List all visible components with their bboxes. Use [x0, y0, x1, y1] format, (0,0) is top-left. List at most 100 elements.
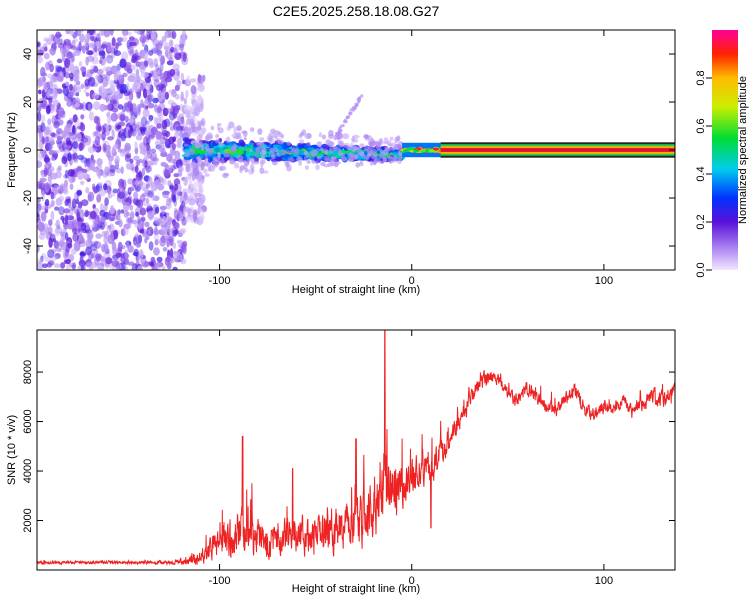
noise-blob	[38, 89, 42, 95]
noise-blob	[58, 206, 65, 216]
noise-blob	[104, 197, 109, 206]
noise-blob	[80, 83, 85, 90]
noise-blob	[182, 240, 188, 247]
noise-blob	[70, 45, 77, 51]
noise-blob	[113, 143, 119, 150]
halo-blob	[298, 161, 303, 166]
noise-blob	[77, 265, 82, 270]
noise-blob	[52, 99, 59, 107]
noise-blob	[152, 97, 159, 104]
noise-blob	[98, 87, 103, 94]
halo-blob	[383, 137, 389, 142]
noise-blob	[69, 30, 75, 36]
noise-blob	[111, 260, 119, 267]
halo-blob	[217, 151, 221, 158]
halo-blob	[388, 156, 394, 164]
halo-blob	[249, 157, 254, 162]
halo-blob	[244, 161, 250, 166]
noise-blob	[124, 115, 129, 123]
noise-blob	[128, 36, 135, 41]
noise-blob	[85, 158, 91, 167]
noise-blob	[124, 201, 131, 208]
noise-blob	[124, 144, 131, 153]
noise-blob	[166, 51, 172, 61]
noise-blob	[75, 84, 81, 90]
noise-blob	[93, 51, 99, 57]
halo-blob	[236, 155, 244, 162]
noise-blob	[127, 245, 134, 253]
halo-blob	[197, 174, 203, 181]
noise-blob	[139, 251, 143, 258]
noise-blob	[78, 41, 82, 50]
noise-blob	[64, 248, 69, 258]
noise-blob	[61, 83, 66, 89]
noise-blob	[101, 172, 109, 177]
noise-blob	[94, 135, 101, 146]
noise-blob	[65, 262, 71, 270]
halo-blob	[382, 156, 387, 163]
noise-blob	[66, 100, 72, 106]
halo-blob	[257, 128, 263, 136]
y-tick-label: 40	[22, 48, 34, 60]
noise-blob	[147, 229, 151, 236]
halo-blob	[287, 157, 295, 163]
noise-blob	[151, 264, 158, 270]
noise-blob	[69, 183, 74, 190]
noise-blob	[106, 70, 113, 76]
noise-blob	[156, 122, 162, 129]
noise-blob	[129, 204, 134, 211]
noise-blob	[37, 42, 41, 47]
noise-blob	[78, 61, 83, 67]
noise-blob	[51, 193, 56, 199]
noise-blob	[111, 108, 119, 113]
halo-blob	[359, 143, 365, 147]
noise-blob	[139, 64, 146, 74]
noise-blob	[98, 50, 106, 56]
noise-blob	[71, 198, 77, 209]
halo-blob	[269, 147, 276, 153]
noise-blob	[136, 159, 141, 167]
noise-blob	[65, 30, 71, 35]
noise-blob	[157, 49, 163, 57]
noise-blob	[117, 148, 123, 153]
noise-blob	[75, 86, 82, 93]
noise-blob	[101, 243, 106, 253]
noise-blob	[152, 157, 160, 162]
noise-blob	[137, 92, 141, 99]
noise-blob	[179, 245, 185, 253]
noise-blob	[101, 74, 108, 79]
noise-blob	[144, 237, 148, 244]
noise-blob	[161, 265, 166, 270]
noise-blob	[54, 222, 58, 227]
halo-blob	[184, 151, 190, 158]
noise-blob	[144, 71, 149, 78]
noise-blob	[88, 267, 93, 270]
noise-blob	[65, 137, 71, 146]
noise-blob	[87, 103, 92, 112]
halo-blob	[229, 159, 235, 165]
noise-blob	[67, 220, 75, 230]
halo-blob	[383, 140, 389, 145]
halo-blob	[231, 133, 238, 138]
noise-blob	[137, 219, 143, 229]
noise-blob	[118, 219, 123, 228]
halo-blob	[347, 158, 354, 163]
noise-blob	[198, 188, 204, 194]
noise-blob	[64, 72, 71, 79]
noise-blob	[147, 102, 155, 109]
noise-blob	[169, 233, 174, 239]
signal-blob	[200, 150, 207, 154]
halo-blob	[196, 155, 202, 163]
noise-blob	[81, 45, 86, 54]
noise-blob	[192, 111, 198, 116]
signal-blob	[207, 157, 213, 163]
noise-blob	[105, 257, 113, 265]
noise-blob	[95, 74, 99, 80]
tail-blob	[355, 103, 359, 107]
noise-blob	[92, 218, 99, 225]
halo-blob	[318, 141, 322, 148]
noise-blob	[112, 188, 119, 194]
noise-blob	[60, 231, 64, 238]
noise-blob	[174, 84, 180, 92]
noise-blob	[167, 228, 172, 233]
